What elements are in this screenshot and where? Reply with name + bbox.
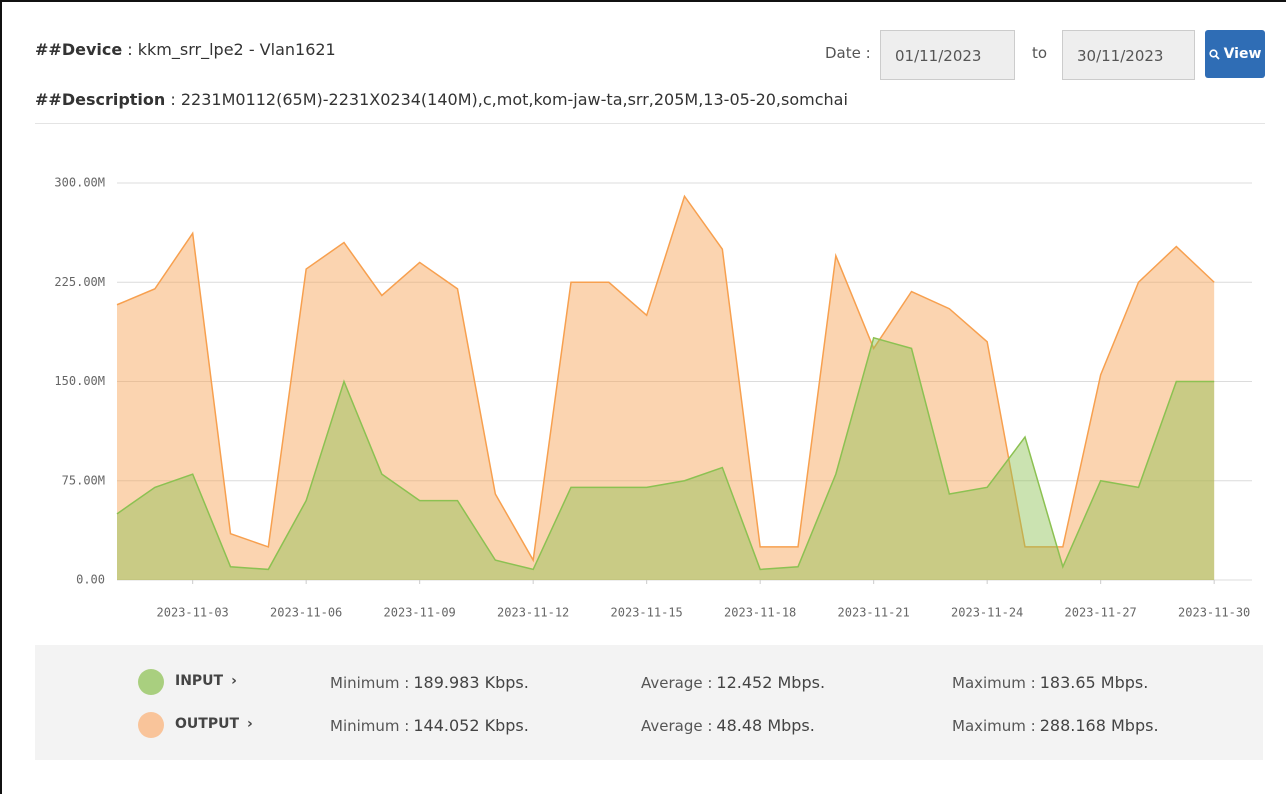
chevron: ›: [247, 716, 253, 732]
x-tick-label: 2023-11-30: [1178, 606, 1250, 620]
legend-swatch: [138, 669, 164, 695]
x-tick-label: 2023-11-09: [384, 606, 456, 620]
device-label: ##Device: [35, 40, 123, 59]
legend-label: OUTPUT: [175, 716, 239, 732]
x-tick-label: 2023-11-18: [724, 606, 796, 620]
stat-label: Minimum :: [330, 674, 410, 692]
y-tick-label: 300.00M: [54, 176, 105, 190]
view-label: View: [1223, 46, 1262, 62]
x-tick-label: 2023-11-21: [838, 606, 910, 620]
stat-value: 183.65 Mbps.: [1039, 673, 1149, 692]
stat-avg: Average :12.452 Mbps.: [641, 673, 825, 692]
stat-label: Minimum :: [330, 717, 410, 735]
date-to-input[interactable]: 30/11/2023: [1062, 30, 1195, 80]
legend-name: INPUT ›: [175, 673, 237, 689]
date-from-input[interactable]: 01/11/2023: [880, 30, 1015, 80]
stat-max: Maximum :183.65 Mbps.: [952, 673, 1148, 692]
date-label: Date :: [825, 44, 871, 62]
search-icon: [1208, 48, 1220, 60]
divider: [35, 123, 1265, 124]
area: [117, 196, 1215, 580]
stat-value: 144.052 Kbps.: [413, 716, 529, 735]
line: [116, 336, 1215, 571]
area: [117, 337, 1215, 580]
to-label: to: [1032, 44, 1048, 62]
stat-value: 288.168 Mbps.: [1039, 716, 1159, 735]
stat-label: Maximum :: [952, 717, 1036, 735]
legend-row: INPUT › Minimum :189.983 Kbps. Average :12.…: [35, 663, 1263, 703]
stat-min: Minimum :189.983 Kbps.: [330, 673, 529, 692]
legend-label: INPUT: [175, 673, 224, 689]
line: [116, 194, 1215, 563]
stat-label: Average :: [641, 717, 713, 735]
legend-row: OUTPUT › Minimum :144.052 Kbps. Average :48…: [35, 706, 1263, 746]
chevron: ›: [231, 673, 237, 689]
chart: 0.00 75.00M 150.00M 225.00M 300.00M 2023-11-0…: [54, 176, 1252, 620]
description: : 2231M0112(65M)-2231X0234(140M),c,mot,k…: [170, 90, 848, 109]
device-line: ##Device : kkm_srr_lpe2 - Vlan1621: [35, 40, 336, 59]
description-line: ##Description : 2231M0112(65M)-2231X0234…: [35, 90, 848, 109]
stat-value: 12.452 Mbps.: [716, 673, 826, 692]
legend-panel: INPUT › Minimum :189.983 Kbps. Average :12.…: [35, 645, 1263, 760]
legend-name: OUTPUT ›: [175, 716, 253, 732]
stat-value: 48.48 Mbps.: [716, 716, 815, 735]
legend-swatch: [138, 712, 164, 738]
stat-avg: Average :48.48 Mbps.: [641, 716, 815, 735]
stat-label: Average :: [641, 674, 713, 692]
x-tick-label: 2023-11-15: [611, 606, 683, 620]
stat-value: 189.983 Kbps.: [413, 673, 529, 692]
device: : kkm_srr_lpe2 - Vlan1621: [127, 40, 336, 59]
stat-max: Maximum :288.168 Mbps.: [952, 716, 1159, 735]
y-tick-label: 0.00: [76, 573, 105, 587]
description-label: ##Description: [35, 90, 166, 109]
y-tick-label: 225.00M: [54, 275, 105, 289]
x-tick-label: 2023-11-27: [1065, 606, 1137, 620]
stat-min: Minimum :144.052 Kbps.: [330, 716, 529, 735]
x-tick-label: 2023-11-06: [270, 606, 342, 620]
y-tick-label: 150.00M: [54, 374, 105, 388]
x-tick-label: 2023-11-03: [157, 606, 229, 620]
stat-label: Maximum :: [952, 674, 1036, 692]
y-tick-label: 75.00M: [62, 473, 105, 487]
x-tick-label: 2023-11-24: [951, 606, 1023, 620]
x-tick-label: 2023-11-12: [497, 606, 569, 620]
view-button[interactable]: View: [1205, 30, 1265, 78]
